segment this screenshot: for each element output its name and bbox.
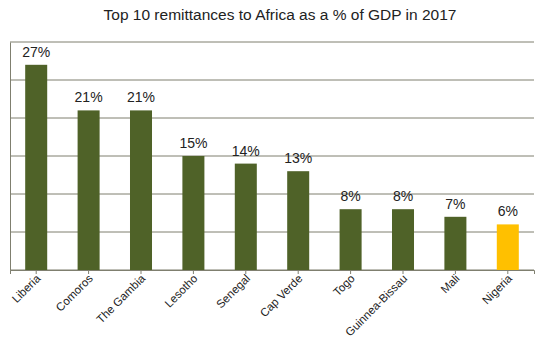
- data-label: 7%: [445, 196, 465, 212]
- data-labels: 27% 21% 21% 15% 14% 13% 8% 8% 7% 6%: [22, 44, 518, 220]
- bar: [182, 156, 204, 270]
- x-tick: Senegal: [214, 270, 252, 310]
- bar: [78, 110, 100, 270]
- bar: [25, 65, 47, 270]
- grid-line: [10, 80, 534, 81]
- x-tick-mark: [507, 270, 508, 274]
- data-label: 8%: [340, 188, 360, 204]
- bar: [392, 209, 414, 270]
- bar: [287, 171, 309, 270]
- data-label: 21%: [75, 89, 103, 105]
- x-axis-line: [11, 271, 535, 275]
- x-tick-mark: [193, 270, 194, 274]
- x-tick: Lesotho: [162, 270, 199, 310]
- data-label: 6%: [498, 203, 518, 219]
- y-axis-line: [10, 43, 11, 271]
- data-label: 27%: [22, 44, 50, 60]
- x-tick-label: Nigeria: [480, 272, 515, 307]
- x-tick-mark: [403, 270, 404, 274]
- x-tick-label: Mali: [438, 272, 461, 295]
- x-tick-label: Senegal: [214, 272, 252, 310]
- x-tick: Comoros: [54, 270, 96, 314]
- x-axis: Liberia ComorosThe Gambia Lesotho SenegalCa…: [10, 270, 535, 338]
- x-tick: Nigeria: [480, 270, 515, 306]
- x-tick-mark: [298, 270, 299, 274]
- y-axis: [10, 43, 12, 271]
- chart: Top 10 remittances to Africa as a % of G…: [0, 0, 544, 351]
- data-label: 14%: [232, 143, 260, 159]
- x-tick-mark: [245, 270, 246, 274]
- x-tick-mark: [88, 270, 89, 274]
- bar: [340, 209, 362, 270]
- x-tick-label: Lesotho: [162, 272, 199, 309]
- x-tick: The Gambia: [94, 270, 148, 325]
- x-tick-label: Guinnea-Bissau: [343, 272, 409, 338]
- x-tick-mark: [36, 270, 37, 274]
- x-tick-label: Togo: [331, 272, 357, 298]
- x-tick-mark: [141, 270, 142, 274]
- data-label: 13%: [284, 150, 312, 166]
- grid-line: [10, 42, 534, 43]
- title: Top 10 remittances to Africa as a % of G…: [104, 6, 457, 23]
- bar: [497, 224, 519, 270]
- x-tick: Mali: [438, 270, 461, 296]
- bars: [25, 65, 519, 270]
- x-tick: Guinnea-Bissau: [343, 270, 409, 338]
- x-tick-mark: [350, 270, 351, 274]
- x-tick-label: Liberia: [10, 272, 43, 305]
- data-label: 21%: [127, 89, 155, 105]
- x-tick: Togo: [331, 270, 357, 298]
- x-tick-label: Cap Verde: [258, 272, 305, 319]
- bar: [130, 110, 152, 270]
- x-tick-mark: [455, 270, 456, 274]
- data-label: 8%: [393, 188, 413, 204]
- grid: [10, 42, 534, 270]
- bar: [444, 217, 466, 270]
- x-tick-label: The Gambia: [94, 272, 148, 326]
- bar: [235, 164, 257, 270]
- x-tick: Cap Verde: [258, 270, 305, 319]
- x-tick: Liberia: [10, 270, 43, 305]
- x-tick-label: Comoros: [54, 272, 96, 314]
- data-label: 15%: [179, 135, 207, 151]
- plot: Liberia ComorosThe Gambia Lesotho SenegalCa…: [10, 42, 535, 338]
